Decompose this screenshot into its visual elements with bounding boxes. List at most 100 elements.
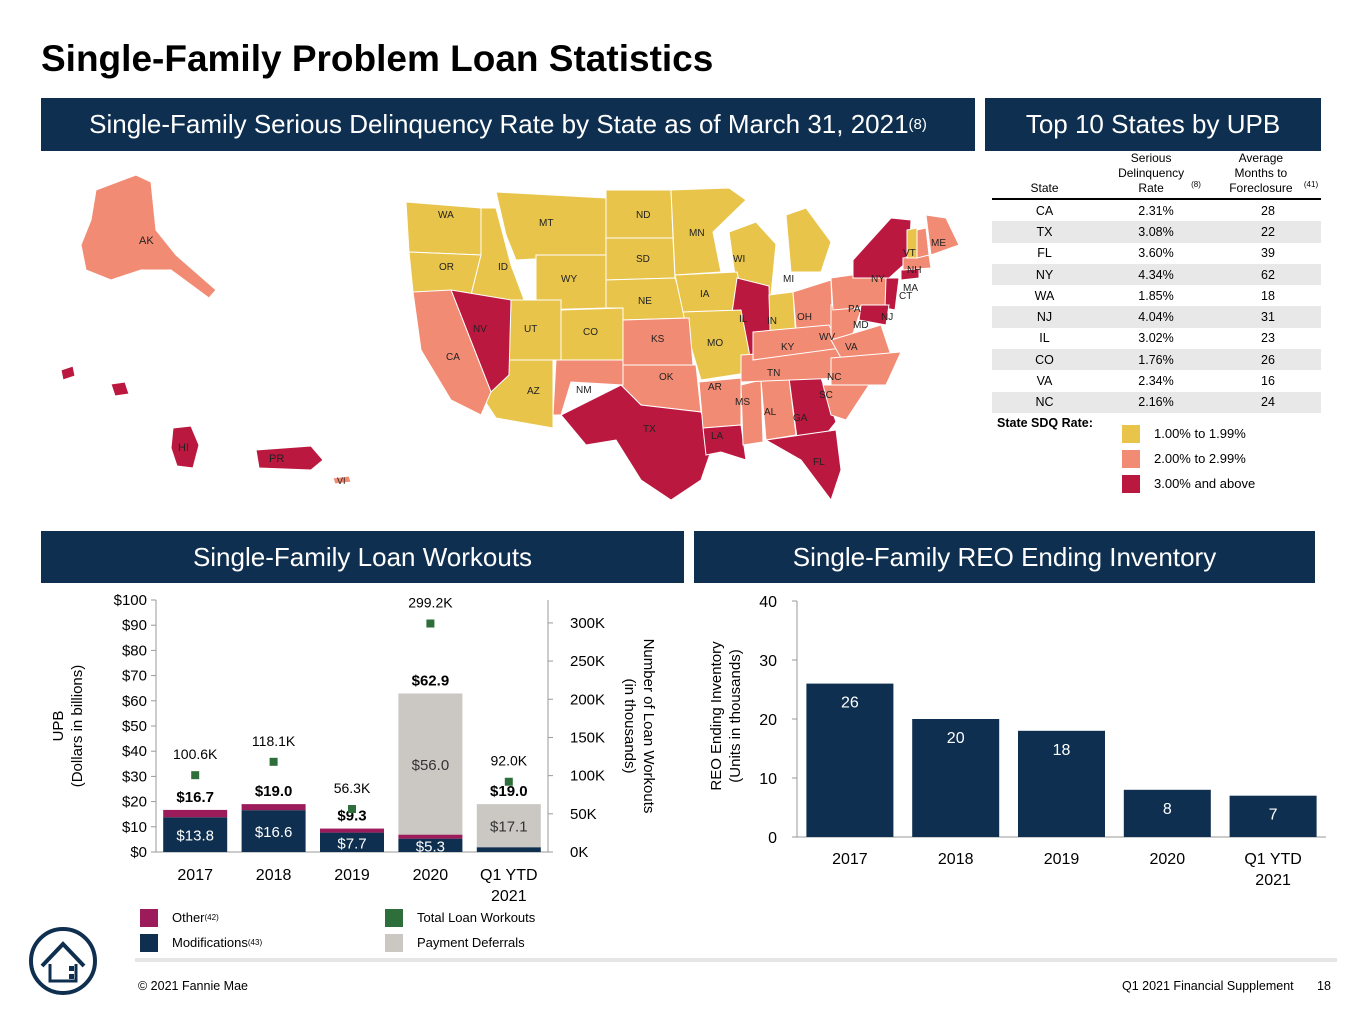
y-tick-label: $40	[122, 743, 147, 760]
cell-state: NY	[992, 263, 1097, 286]
legend-item-modifications: Modifications (43)	[140, 930, 262, 955]
legend-label-modifications: Modifications	[172, 935, 248, 950]
table-row: NC 2.16% 24	[992, 391, 1321, 413]
state-ME	[925, 214, 960, 256]
table-row: IL 3.02% 23	[992, 328, 1321, 349]
y-tick-label: 30	[759, 653, 777, 670]
y-tick-label: 40	[759, 594, 777, 611]
map-label-AZ: AZ	[527, 386, 540, 397]
map-label-MD: MD	[853, 320, 869, 331]
cell-rate: 3.08%	[1097, 221, 1215, 243]
footer-divider	[135, 958, 1337, 962]
map-label-VA: VA	[845, 342, 858, 353]
cell-state: TX	[992, 221, 1097, 243]
map-label-NH: NH	[907, 265, 921, 276]
state-NJ	[884, 277, 900, 311]
state-MI	[785, 207, 832, 273]
top10-table: State Serious Delinquency Rate (8) Averag…	[992, 151, 1321, 413]
cell-rate: 3.02%	[1138, 331, 1174, 346]
data-label-deferrals: $56.0	[412, 757, 450, 774]
bar-reo	[912, 719, 1000, 837]
bar-modifications	[398, 838, 463, 852]
x-tick-label: 2017	[177, 867, 213, 884]
y-tick-label: $90	[122, 617, 147, 634]
state-VI	[332, 475, 352, 485]
legend-item-deferrals: Payment Deferrals	[385, 930, 535, 955]
workouts-legend: Other (42) Modifications (43)	[140, 905, 262, 955]
state-MD	[858, 304, 890, 326]
top10-banner-text: Top 10 States by UPB	[1025, 109, 1281, 139]
cell-rate: 2.16%	[1097, 391, 1215, 413]
workouts-banner: Single-Family Loan Workouts	[41, 531, 684, 583]
legend-item-high: 3.00% and above	[1122, 471, 1255, 496]
cell-rate: 2.34%	[1138, 374, 1174, 389]
x-tick-label: 2019	[334, 867, 370, 884]
point-total-loan-workouts	[504, 777, 513, 786]
y-tick-label: $0	[130, 844, 147, 861]
footer-copyright: © 2021 Fannie Mae	[138, 979, 248, 993]
map-label-TX: TX	[643, 424, 656, 435]
map-label-MA: MA	[903, 283, 918, 294]
y-tick-label: 0	[768, 830, 777, 847]
bar-other	[320, 828, 384, 833]
col-header-months-text: Average Months to Foreclosure	[1229, 151, 1293, 195]
map-label-PA: PA	[848, 304, 861, 315]
state-NH	[916, 227, 930, 259]
legend-label-other: Other	[172, 910, 205, 925]
y-tick-label: $20	[122, 794, 147, 811]
map-label-IL: IL	[739, 314, 748, 325]
y-tick-label: $70	[122, 668, 147, 685]
cell-rate: 1.76%	[1097, 349, 1215, 371]
cell-months: 31	[1215, 306, 1321, 328]
legend-swatch-mid	[1122, 449, 1140, 468]
point-total-loan-workouts	[191, 771, 200, 780]
map-label-IN: IN	[767, 316, 777, 327]
x-tick-label: Q1 YTD 2021	[480, 867, 538, 905]
top10-banner: Top 10 States by UPB	[985, 98, 1321, 151]
legend-label-total: Total Loan Workouts	[417, 910, 536, 925]
state-sdq-map: WA OR ID MT WY ND SD NE MN WI MI IA IL IN OH MO KS OK TX NM…	[60, 174, 960, 502]
cell-rate: 4.34%	[1097, 263, 1215, 286]
y2-tick-label: 250K	[570, 653, 605, 670]
bar-payment-deferrals	[476, 804, 541, 848]
map-label-NM: NM	[576, 385, 592, 396]
map-label-UT: UT	[524, 324, 537, 335]
y-tick-label: $30	[122, 768, 147, 785]
col-header-state: State	[992, 151, 1097, 200]
state-OR	[408, 251, 482, 296]
col-header-sdq-text: Serious Delinquency Rate	[1118, 151, 1185, 195]
col-header-months-sup: (41)	[1303, 180, 1319, 189]
state-HI-small1	[60, 365, 76, 381]
y2-tick-label: 50K	[570, 806, 597, 823]
map-label-NY: NY	[871, 274, 885, 285]
data-label-total-upb: $9.3	[337, 808, 366, 825]
data-label-reo: 20	[947, 730, 965, 747]
map-banner-footnote: (8)	[908, 116, 927, 133]
map-label-WA: WA	[438, 210, 454, 221]
x-tick-label: 2019	[1044, 851, 1080, 868]
data-label-total-workouts: 56.3K	[334, 780, 371, 796]
bar-reo	[806, 683, 894, 837]
map-label-HI: HI	[178, 442, 189, 454]
map-banner-text: Single-Family Serious Delinquency Rate b…	[89, 109, 909, 139]
legend-label-deferrals: Payment Deferrals	[417, 935, 525, 950]
footer-page-number: 18	[1317, 979, 1331, 993]
map-label-MS: MS	[735, 397, 750, 408]
y-tick-label: $60	[122, 693, 147, 710]
map-label-KS: KS	[651, 334, 665, 345]
cell-rate: 2.31%	[1138, 203, 1174, 218]
data-label-total-workouts: 100.6K	[173, 746, 218, 762]
data-label-reo: 26	[841, 695, 859, 712]
cell-months: 62	[1215, 263, 1321, 286]
cell-months: 26	[1215, 349, 1321, 371]
bar-modifications	[320, 832, 384, 852]
map-label-OR: OR	[439, 262, 454, 273]
x-tick-label: 2017	[832, 851, 868, 868]
map-label-OH: OH	[797, 312, 812, 323]
cell-state: WA	[1034, 288, 1055, 303]
cell-months: 28	[1261, 203, 1275, 218]
cell-rate: 3.60%	[1138, 246, 1174, 261]
map-label-ND: ND	[636, 210, 650, 221]
page-title: Single-Family Problem Loan Statistics	[41, 38, 714, 79]
map-label-AK: AK	[139, 235, 154, 247]
